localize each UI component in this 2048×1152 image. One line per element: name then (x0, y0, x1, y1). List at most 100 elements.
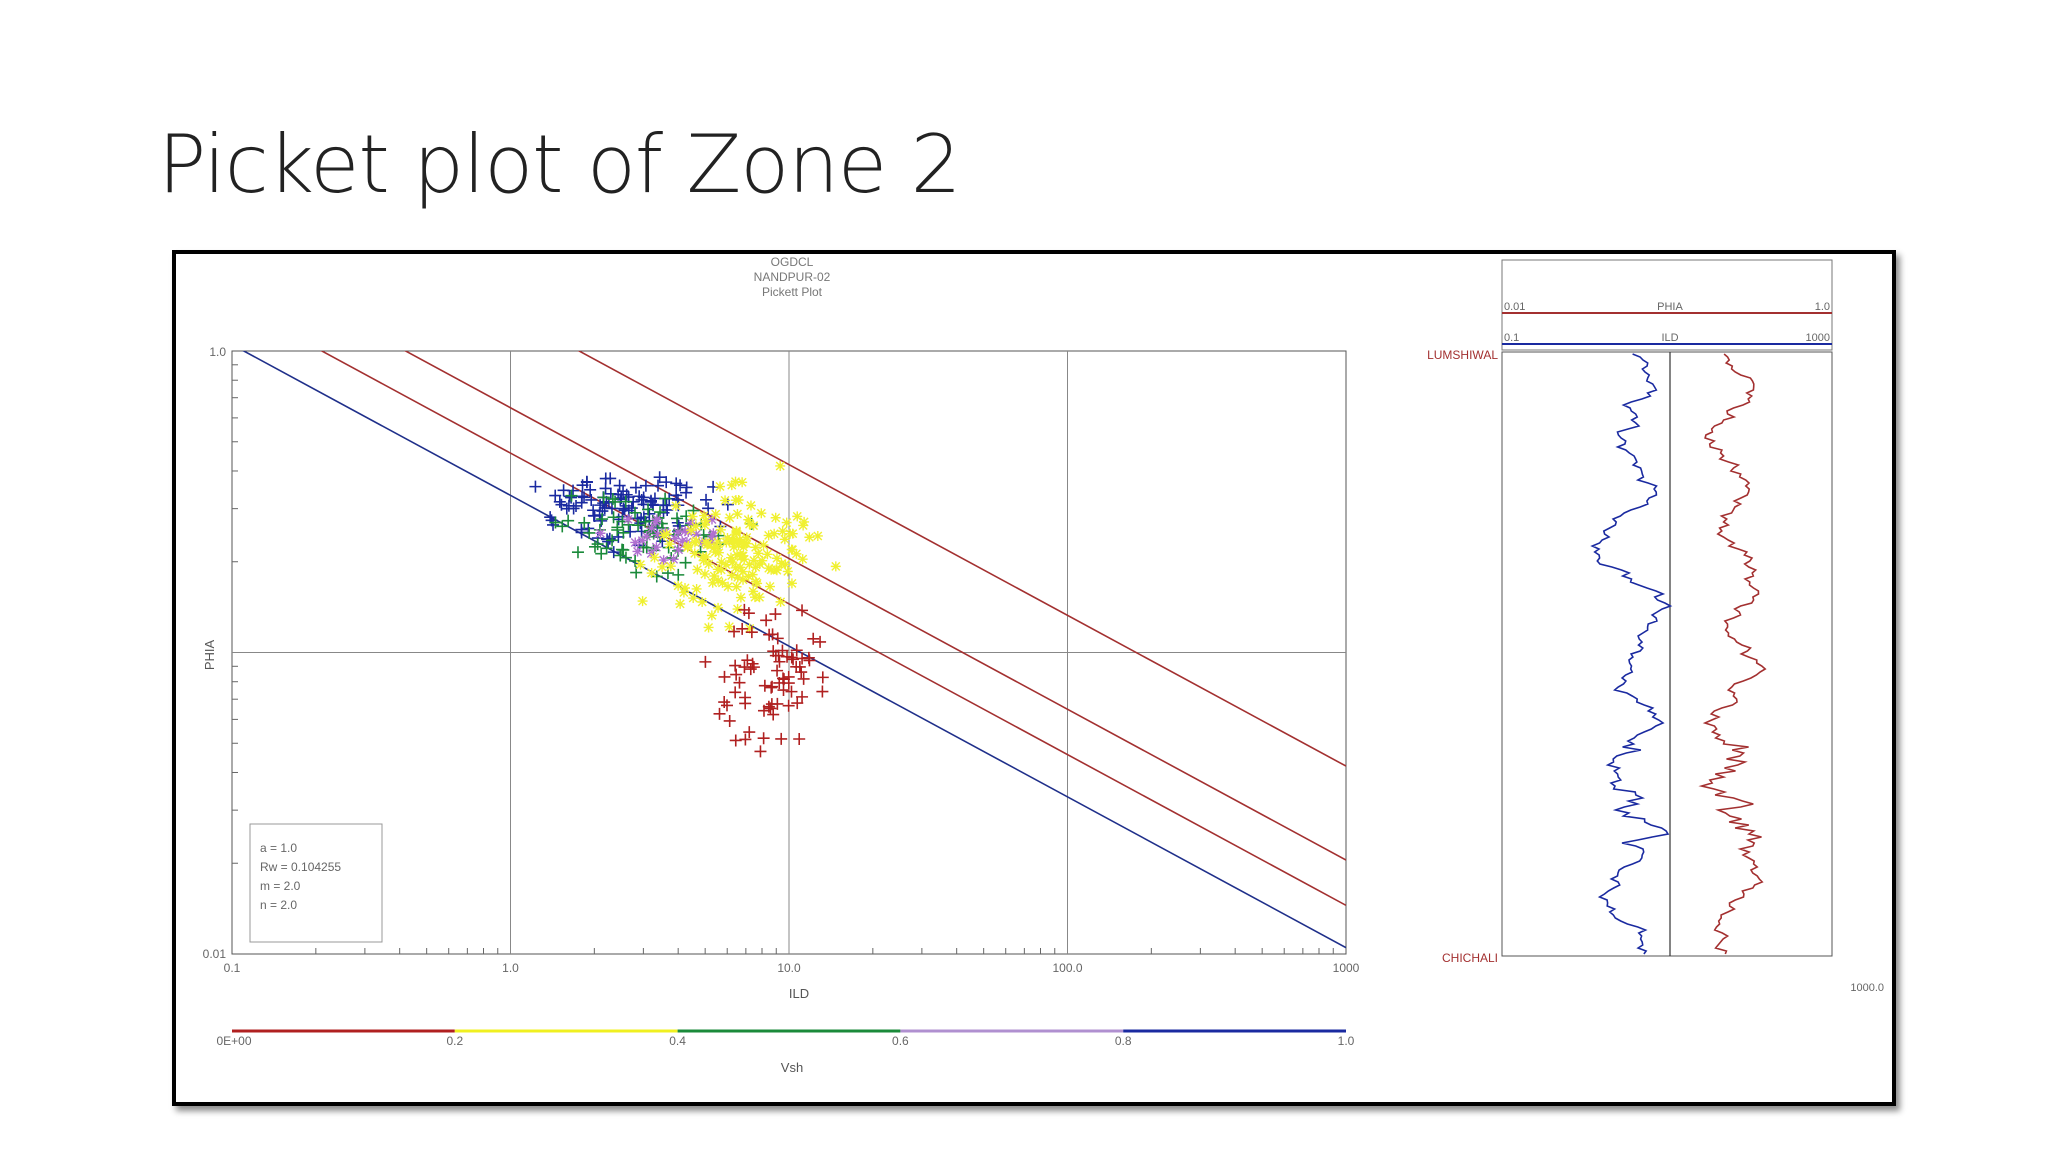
data-point (738, 574, 749, 585)
data-point (766, 564, 777, 575)
data-point (708, 528, 719, 539)
data-point (771, 565, 782, 576)
data-point (680, 486, 693, 499)
data-point (686, 525, 697, 536)
data-point (641, 531, 652, 542)
data-point (670, 533, 681, 544)
data-point (622, 504, 635, 517)
y-axis-label: PHIA (202, 640, 217, 671)
data-point (807, 632, 820, 645)
data-point (737, 566, 748, 577)
data-point (710, 547, 721, 558)
data-point (712, 542, 723, 553)
color-scale-label: Vsh (781, 1060, 803, 1075)
data-point (782, 677, 795, 690)
chart-header-line: OGDCL (771, 255, 814, 269)
data-point (830, 561, 841, 572)
data-point (607, 511, 620, 524)
data-point (595, 528, 606, 539)
data-point (549, 516, 562, 529)
data-point (730, 476, 741, 487)
data-point (791, 697, 804, 710)
data-point (767, 708, 780, 721)
data-point (713, 575, 724, 586)
sw-line (577, 351, 1346, 767)
parameter-text: m = 2.0 (260, 879, 301, 893)
data-point (721, 537, 732, 548)
data-point (787, 544, 798, 555)
data-point (718, 696, 731, 709)
data-point (651, 514, 662, 525)
data-point (544, 511, 557, 524)
data-point (619, 495, 632, 508)
data-point (642, 503, 655, 516)
data-point (728, 541, 739, 552)
data-point (723, 714, 736, 727)
data-point (796, 652, 809, 665)
data-point (600, 542, 613, 555)
data-point (710, 509, 721, 520)
x-tick-label: 1000 (1333, 961, 1360, 975)
data-point (770, 512, 781, 523)
data-point (765, 581, 776, 592)
data-point (674, 479, 687, 492)
parameter-text: n = 2.0 (260, 898, 297, 912)
data-point (616, 543, 629, 556)
x-tick-label: 100.0 (1052, 961, 1082, 975)
data-point (650, 516, 661, 527)
data-point (769, 528, 780, 539)
data-point (683, 540, 694, 551)
data-point (747, 569, 758, 580)
data-point (754, 592, 765, 603)
data-point (790, 660, 803, 673)
data-point (744, 663, 757, 676)
data-point (723, 581, 734, 592)
data-point (816, 671, 829, 684)
chart-header-line: Pickett Plot (762, 285, 823, 299)
data-point (733, 676, 746, 689)
sw-line (320, 351, 1346, 907)
data-point (729, 734, 742, 747)
data-point (726, 552, 737, 563)
data-point (787, 528, 798, 539)
data-point (733, 495, 744, 506)
data-point (606, 492, 619, 505)
data-point (629, 554, 642, 567)
data-point (599, 482, 612, 495)
data-point (672, 568, 685, 581)
data-point (675, 598, 686, 609)
data-point (629, 506, 642, 519)
x-axis-label: ILD (789, 986, 809, 1001)
data-point (681, 537, 692, 548)
data-point (747, 661, 760, 674)
data-point (754, 745, 767, 758)
color-scale-tick-label: 0.4 (669, 1034, 686, 1048)
data-point (716, 557, 727, 568)
data-point (816, 685, 829, 698)
data-point (556, 520, 569, 533)
data-point (732, 572, 743, 583)
data-point (775, 732, 788, 745)
data-point (646, 568, 657, 579)
y-tick-label: 1.0 (209, 345, 226, 359)
data-point (773, 655, 786, 668)
data-point (733, 540, 744, 551)
sw-line (242, 351, 1346, 949)
data-point (735, 592, 746, 603)
data-point (678, 587, 689, 598)
data-point (637, 535, 648, 546)
data-point (737, 477, 748, 488)
data-point (697, 596, 708, 607)
data-point (691, 529, 702, 540)
depth-bottom-value: 1000.0 (1850, 982, 1884, 994)
data-point (617, 485, 630, 498)
data-point (743, 726, 756, 739)
data-point (630, 566, 643, 579)
data-point (803, 654, 816, 667)
data-point (777, 684, 790, 697)
data-point (659, 492, 672, 505)
data-point (739, 554, 750, 565)
log-header-box (1501, 259, 1833, 351)
data-point (732, 604, 743, 615)
data-point (741, 532, 752, 543)
